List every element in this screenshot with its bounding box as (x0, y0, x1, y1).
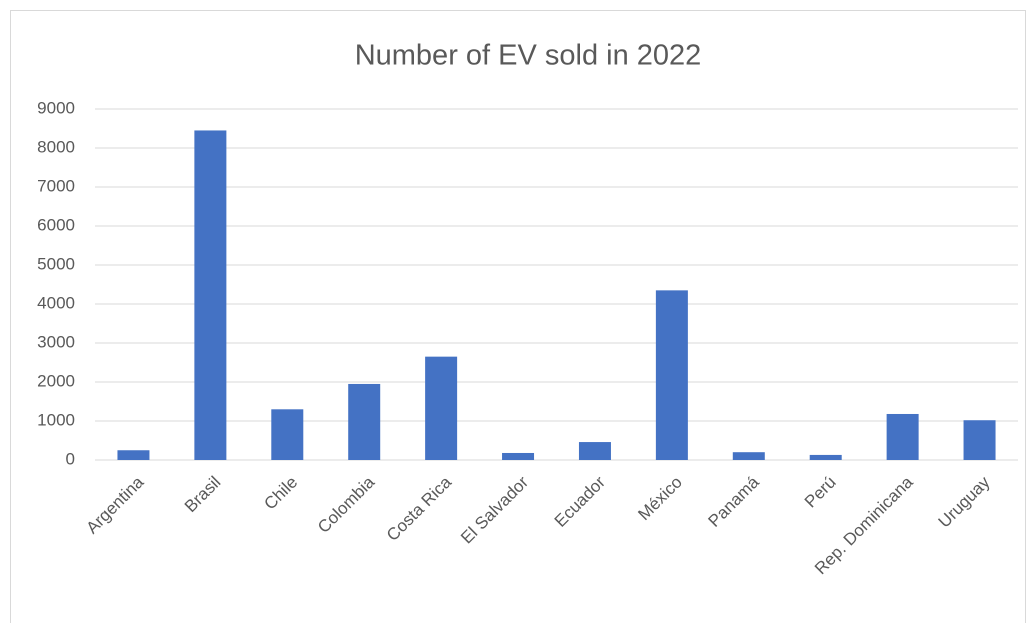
bar (271, 409, 304, 460)
bar (425, 356, 458, 460)
y-tick-label: 6000 (37, 215, 75, 234)
bar (655, 290, 688, 460)
y-tick-label: 7000 (37, 176, 75, 195)
y-tick-label: 0 (66, 449, 75, 468)
y-tick-label: 2000 (37, 371, 75, 390)
y-tick-label: 3000 (37, 332, 75, 351)
y-tick-label: 9000 (37, 98, 75, 117)
y-tick-label: 1000 (37, 410, 75, 429)
bar (732, 452, 765, 460)
bar (194, 130, 227, 460)
y-tick-label: 4000 (37, 293, 75, 312)
y-tick-label: 5000 (37, 254, 75, 273)
bar (348, 383, 381, 460)
y-tick-label: 8000 (37, 137, 75, 156)
bar (117, 450, 150, 460)
bar (963, 420, 996, 460)
chart-border (10, 10, 1026, 623)
bar (578, 442, 611, 460)
bar (886, 413, 919, 460)
bar (502, 452, 535, 460)
bar (809, 454, 842, 460)
chart-title: Number of EV sold in 2022 (355, 40, 702, 72)
